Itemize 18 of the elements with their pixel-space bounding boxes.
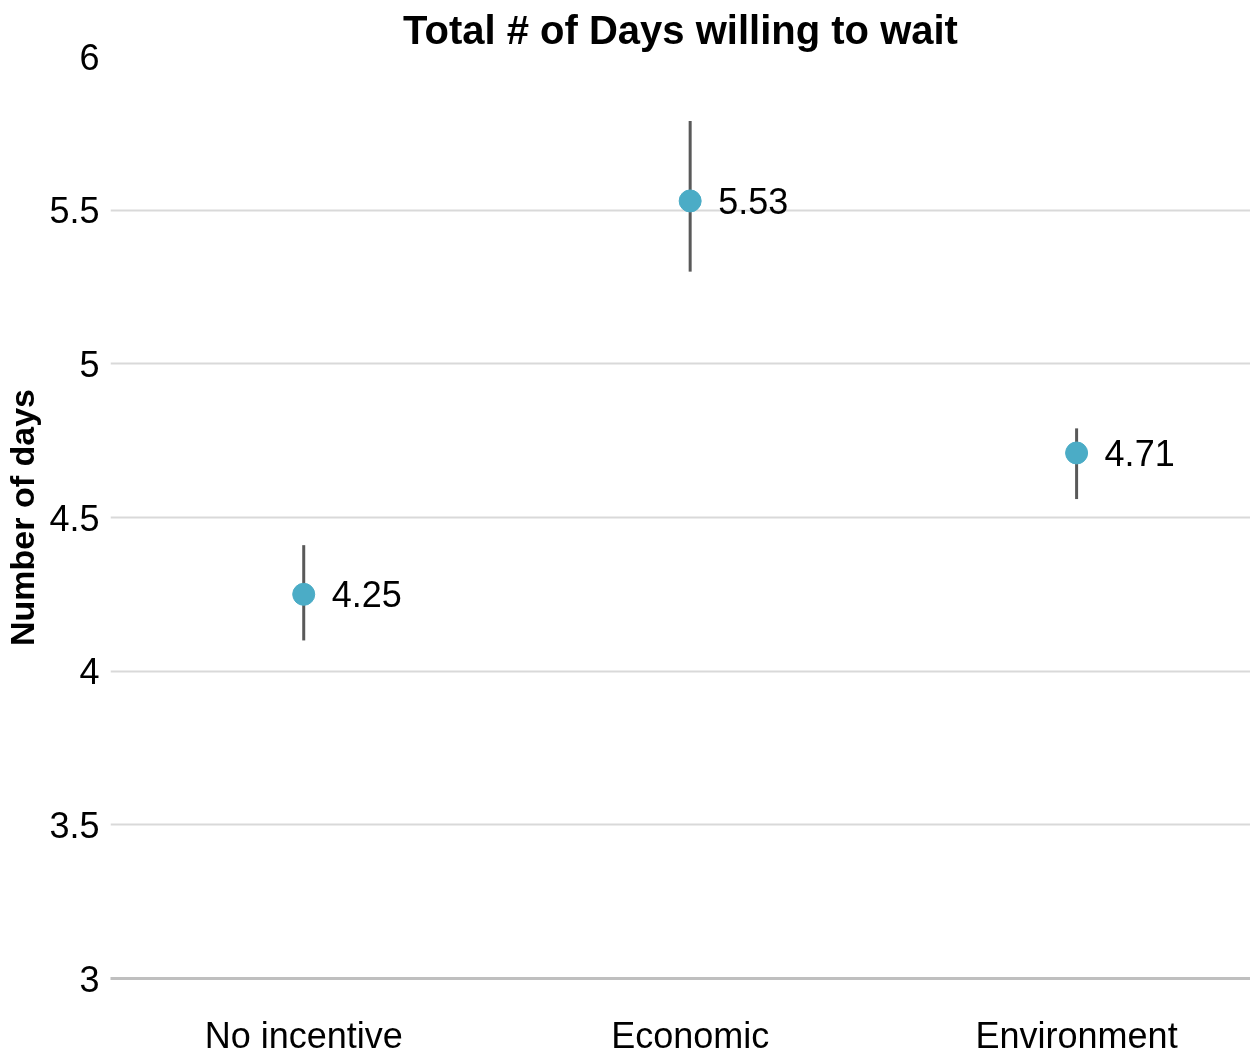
y-tick-label: 3 [79, 958, 100, 1000]
y-tick-label: 5 [79, 343, 100, 385]
x-tick-label: Economic [611, 1014, 770, 1056]
y-tick-label: 5.5 [49, 190, 100, 232]
y-tick-label: 4.5 [49, 497, 100, 539]
data-label: 4.71 [1104, 432, 1175, 474]
chart-title: Total # of Days willing to wait [403, 7, 958, 52]
data-label: 5.53 [718, 180, 789, 222]
x-tick-label: Environment [975, 1014, 1178, 1056]
y-tick-label: 3.5 [49, 804, 100, 846]
y-tick-label: 6 [79, 36, 100, 78]
y-tick-label: 4 [79, 651, 100, 693]
point [1065, 441, 1089, 465]
point [678, 189, 702, 213]
data-label: 4.25 [331, 574, 402, 616]
y-axis-title: Number of days [3, 389, 42, 646]
point [292, 582, 316, 606]
x-tick-label: No incentive [204, 1014, 403, 1056]
